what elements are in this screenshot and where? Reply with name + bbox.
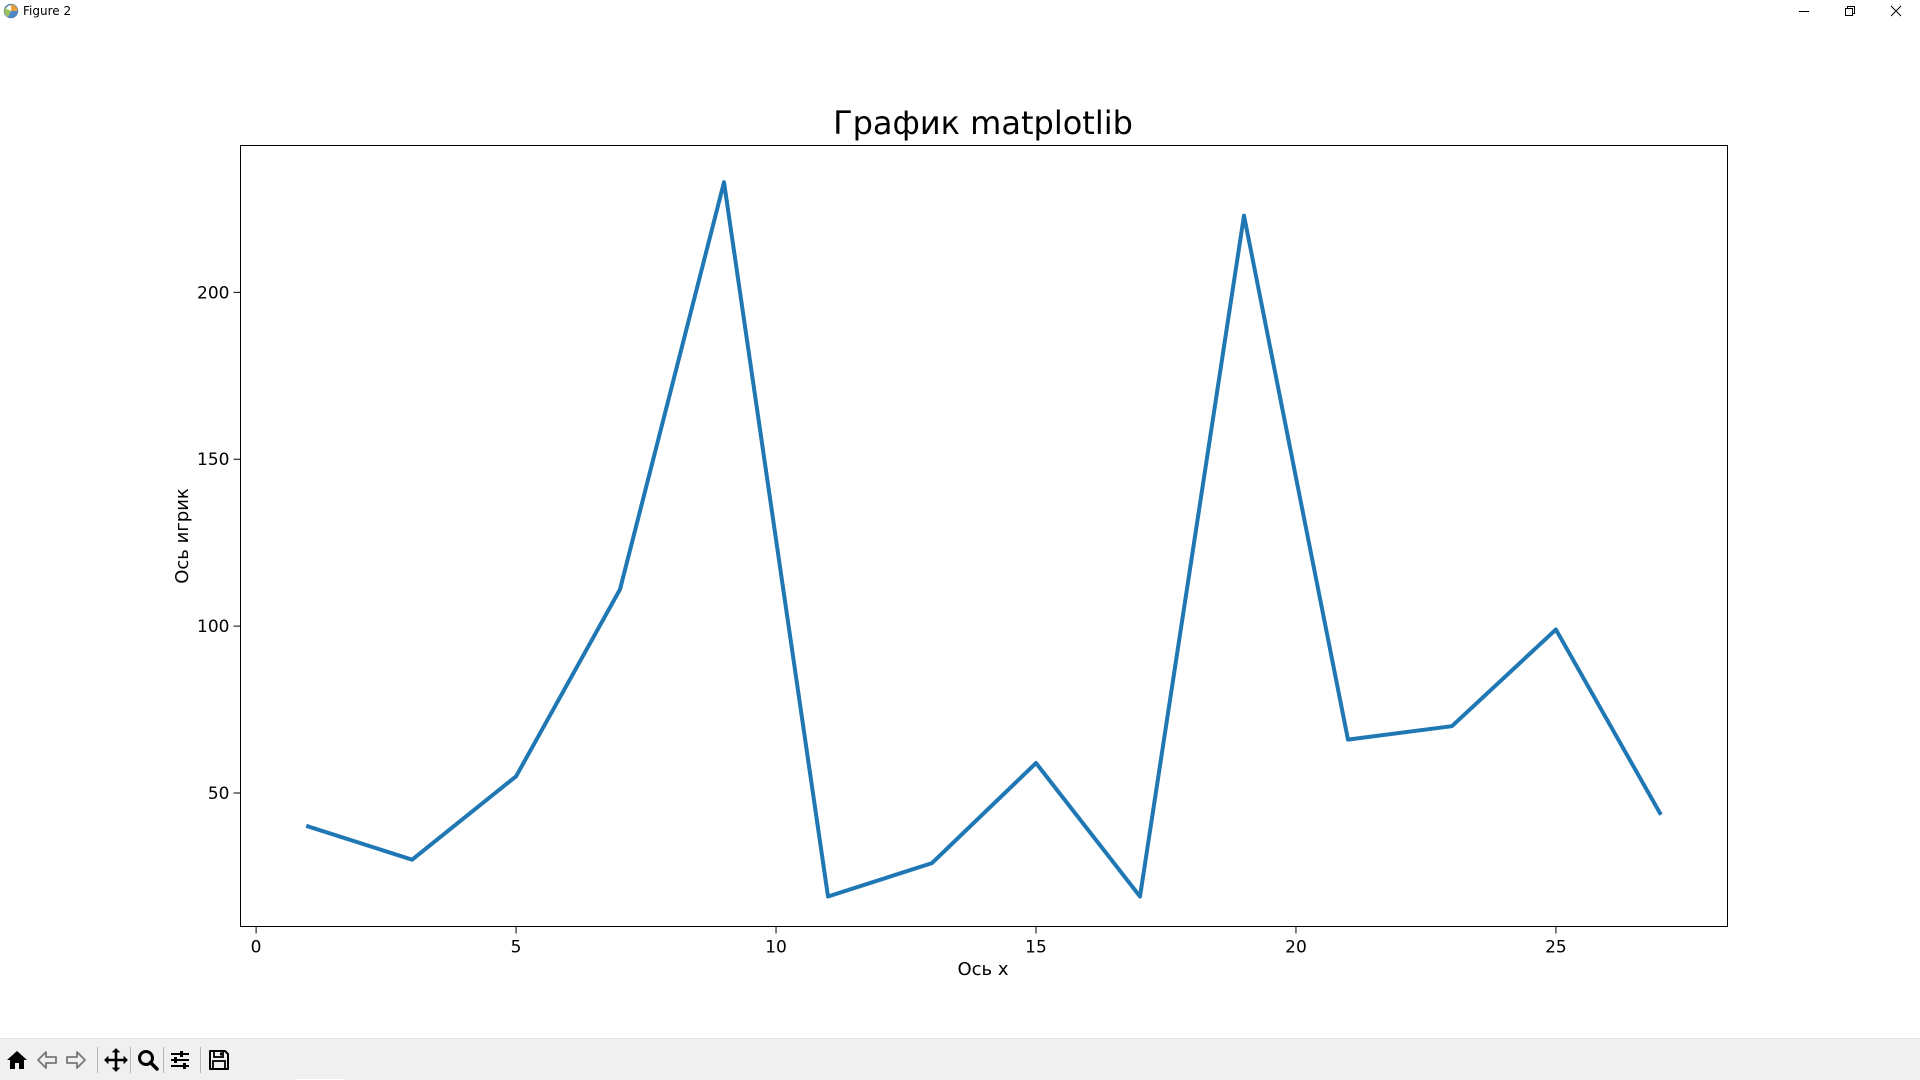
toolbar-separator (163, 1047, 164, 1073)
restore-button[interactable] (1827, 0, 1873, 22)
chart-canvas[interactable]: График matplotlib 0 5 10 15 20 25 50 100 150 200… (0, 24, 1920, 1036)
navigation-toolbar (0, 1038, 1920, 1080)
y-tick-label: 50 (208, 784, 230, 804)
toolbar-separator (130, 1047, 131, 1073)
series-line (305, 180, 1663, 899)
plot-frame (240, 145, 1728, 927)
minimize-button[interactable] (1781, 0, 1827, 22)
title-bar[interactable]: Figure 2 (0, 0, 1920, 24)
forward-button[interactable] (62, 1046, 90, 1074)
x-tick-label: 5 (511, 938, 522, 958)
toolbar-separator (200, 1047, 201, 1073)
close-icon (1890, 5, 1902, 17)
window-title: Figure 2 (23, 4, 72, 18)
home-icon (7, 1051, 27, 1069)
x-axis-label: Ось x (957, 959, 1008, 980)
x-tick-label: 25 (1545, 938, 1567, 958)
zoom-button[interactable] (134, 1046, 162, 1074)
series-group (305, 180, 1663, 899)
x-tick-label: 15 (1025, 938, 1047, 958)
home-button[interactable] (3, 1046, 31, 1074)
move-icon (104, 1048, 128, 1072)
minimize-icon (1799, 11, 1809, 12)
app-icon (3, 3, 19, 19)
close-button[interactable] (1873, 0, 1919, 22)
y-axis-label: Ось игрик (172, 488, 193, 584)
toolbar-separator (97, 1047, 98, 1073)
configure-subplots-button[interactable] (166, 1046, 194, 1074)
x-tick-label: 10 (765, 938, 787, 958)
y-tick-label: 200 (197, 283, 229, 303)
pan-button[interactable] (102, 1046, 130, 1074)
sliders-icon (171, 1051, 189, 1069)
save-button[interactable] (205, 1046, 233, 1074)
y-tick-label: 100 (197, 617, 229, 637)
magnifier-icon (138, 1050, 159, 1071)
arrow-left-icon (37, 1051, 57, 1069)
back-button[interactable] (33, 1046, 61, 1074)
y-axis: 50 100 150 200 (197, 283, 241, 804)
x-axis: 0 5 10 15 20 25 (251, 926, 1567, 958)
y-tick-label: 150 (197, 450, 229, 470)
x-tick-label: 20 (1285, 938, 1307, 958)
chart-title: График matplotlib (833, 104, 1133, 142)
floppy-disk-icon (209, 1050, 229, 1070)
line-chart: График matplotlib 0 5 10 15 20 25 50 100 150 200… (172, 104, 1728, 980)
restore-icon (1845, 6, 1855, 16)
x-tick-label: 0 (251, 938, 262, 958)
arrow-right-icon (66, 1051, 86, 1069)
